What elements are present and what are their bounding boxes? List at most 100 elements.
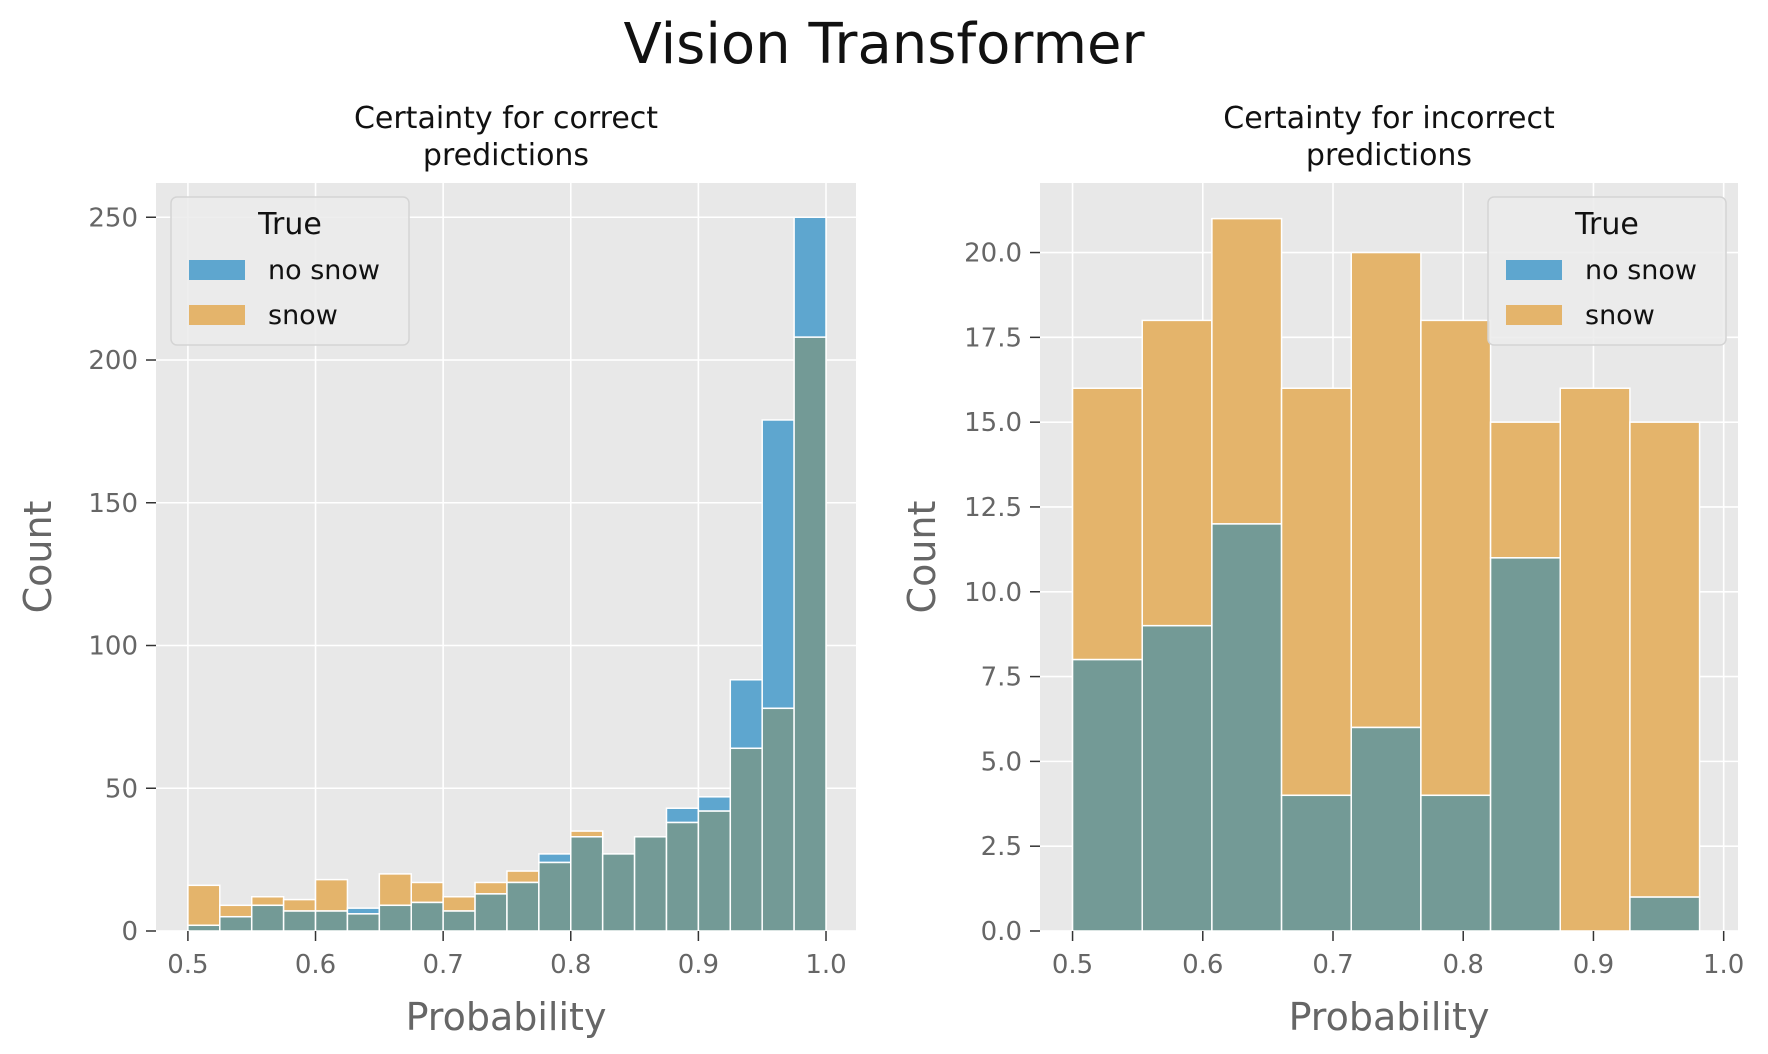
x-tick-label: 0.6 <box>1182 950 1223 980</box>
y-tick-label: 150 <box>88 489 138 519</box>
x-tick-label: 1.0 <box>1703 950 1744 980</box>
legend-swatch <box>189 305 245 325</box>
bar-overlap <box>314 910 349 932</box>
x-tick-label: 0.8 <box>1443 950 1484 980</box>
bar-overlap <box>1489 557 1561 932</box>
chart-panel-1: 0.5 0.6 0.7 0.8 0.9 1.0 0 50 100 150 200 250 Probabi… <box>16 101 856 1039</box>
legend-swatch <box>1506 305 1562 325</box>
subplot-title: Certainty for correct <box>354 101 658 136</box>
bar-overlap <box>1211 523 1283 932</box>
legend-title: True <box>1574 207 1639 242</box>
legend-title: True <box>257 207 322 242</box>
bar-snow <box>1211 217 1283 525</box>
bar-no-snow <box>729 679 763 750</box>
bar-overlap <box>1280 794 1352 932</box>
subplot-title: Certainty for incorrect <box>1223 101 1555 136</box>
bar-snow <box>1629 421 1701 898</box>
x-tick-label: 0.9 <box>1573 950 1614 980</box>
bar-overlap <box>601 853 636 932</box>
y-axis-label: Count <box>900 501 944 614</box>
bar-snow <box>1350 251 1422 729</box>
y-tick-label: 10.0 <box>964 578 1022 608</box>
x-tick-label: 0.9 <box>678 950 719 980</box>
x-tick-label: 0.5 <box>167 950 208 980</box>
bar-overlap <box>506 881 540 932</box>
bar-snow <box>1420 319 1492 797</box>
bar-snow <box>474 881 508 895</box>
bar-snow <box>282 898 317 912</box>
bar-overlap <box>219 915 253 932</box>
bar-snow <box>410 881 444 904</box>
y-tick-label: 15.0 <box>964 408 1022 438</box>
figure-title: Vision Transformer <box>623 12 1145 77</box>
legend-label: no snow <box>1585 255 1697 286</box>
x-tick-label: 1.0 <box>805 950 846 980</box>
y-tick-label: 20.0 <box>964 239 1022 269</box>
y-tick-label: 50 <box>105 774 138 804</box>
bar-overlap <box>1071 658 1143 932</box>
bar-snow <box>187 884 221 927</box>
bar-overlap <box>442 910 476 932</box>
bar-overlap <box>633 836 668 932</box>
y-tick-label: 100 <box>88 632 138 662</box>
bar-no-snow <box>346 907 381 915</box>
legend-label: snow <box>268 300 338 331</box>
legend-label: no snow <box>268 255 380 286</box>
legend-swatch <box>1506 260 1562 280</box>
legend-label: snow <box>1585 300 1655 331</box>
bar-snow <box>1559 387 1631 932</box>
bar-snow <box>378 873 412 907</box>
bar-overlap <box>282 910 317 932</box>
bar-overlap <box>665 821 700 932</box>
bar-no-snow <box>538 853 572 864</box>
y-tick-label: 2.5 <box>981 832 1022 862</box>
bar-overlap <box>729 747 763 932</box>
x-tick-label: 0.8 <box>550 950 591 980</box>
bar-snow <box>1071 387 1143 661</box>
y-axis-label: Count <box>16 501 60 614</box>
legend-swatch <box>189 260 245 280</box>
legend: True no snow snow <box>170 196 410 346</box>
bar-snow <box>570 830 604 838</box>
x-tick-label: 0.7 <box>422 950 463 980</box>
subplot-title: predictions <box>423 138 589 173</box>
bar-no-snow <box>665 807 700 824</box>
bar-overlap <box>1350 726 1422 932</box>
bar-snow <box>1141 319 1213 627</box>
y-tick-label: 5.0 <box>981 747 1022 777</box>
bar-overlap <box>570 836 604 932</box>
y-tick-label: 17.5 <box>964 323 1022 353</box>
bar-snow <box>314 878 349 912</box>
y-tick-label: 200 <box>88 346 138 376</box>
subplot-title: predictions <box>1306 138 1472 173</box>
bar-overlap <box>761 707 795 932</box>
y-tick-label: 0.0 <box>981 917 1022 947</box>
bar-snow <box>506 870 540 884</box>
chart-panel-2: 0.5 0.6 0.7 0.8 0.9 1.0 0.0 2.5 5.0 7.5 10.0 12.5 15… <box>900 101 1744 1039</box>
bar-overlap <box>1420 794 1492 932</box>
y-tick-label: 0 <box>121 917 138 947</box>
bar-overlap <box>250 904 285 932</box>
bar-overlap <box>538 861 572 932</box>
bar-overlap <box>793 336 827 932</box>
bar-overlap <box>187 924 221 932</box>
legend: True no snow snow <box>1487 196 1727 346</box>
bar-overlap <box>410 901 444 932</box>
bar-overlap <box>378 904 412 932</box>
bar-no-snow <box>697 796 732 812</box>
y-tick-label: 250 <box>88 203 138 233</box>
x-axis-label: Probability <box>1289 995 1490 1039</box>
bar-no-snow <box>793 216 827 338</box>
bar-overlap <box>697 810 732 932</box>
bar-snow <box>1280 387 1352 797</box>
x-tick-label: 0.7 <box>1312 950 1353 980</box>
bar-snow <box>1489 421 1561 559</box>
bar-snow <box>219 904 253 918</box>
bar-overlap <box>474 893 508 932</box>
y-tick-label: 7.5 <box>981 663 1022 693</box>
bar-overlap <box>1629 896 1701 932</box>
bar-snow <box>442 895 476 912</box>
bar-overlap <box>1141 624 1213 932</box>
